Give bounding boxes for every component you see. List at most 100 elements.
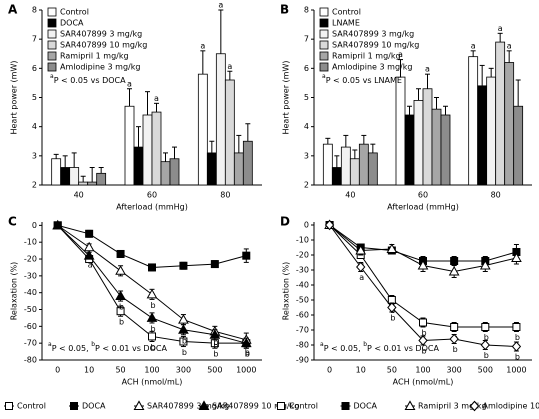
- bar: [124, 105, 135, 186]
- x-axis-label: Afterload (mmHg): [116, 203, 188, 212]
- x-tick-label: 0: [327, 366, 332, 375]
- marker: [417, 259, 429, 270]
- bar: [51, 158, 62, 186]
- panel-label: A: [8, 3, 18, 17]
- y-axis-label: Heart power (mW): [10, 60, 19, 134]
- note: aP < 0.05 vs DOCA: [50, 73, 126, 85]
- sig-label: a: [200, 41, 205, 50]
- bar: [87, 181, 98, 186]
- legend-marker: [70, 402, 78, 410]
- sig-label: a: [218, 1, 223, 10]
- legend-label: DOCA: [354, 402, 378, 411]
- marker: [449, 333, 459, 345]
- note-sup: a: [48, 341, 52, 348]
- bar: [142, 114, 153, 186]
- marker: [115, 265, 126, 275]
- sig-label: b: [213, 338, 218, 347]
- y-tick-label: 4: [32, 122, 37, 131]
- x-tick-label: 500: [478, 366, 493, 375]
- note-text: P < 0.01 vs DOCA: [95, 344, 167, 353]
- bar: [349, 158, 360, 186]
- marker: [387, 302, 397, 313]
- bar: [206, 152, 217, 186]
- y-tick-label: 8: [304, 6, 309, 15]
- sig-label: b: [119, 318, 124, 327]
- legend-swatch: [47, 29, 57, 39]
- marker: [209, 329, 221, 339]
- bar: [60, 167, 71, 186]
- y-tick-label: 5: [304, 93, 309, 102]
- note: aP < 0.05, bP < 0.01 vs DOCA: [48, 341, 167, 353]
- sig-label: b: [150, 301, 155, 310]
- x-tick-label: 10: [356, 366, 366, 375]
- sig-label: b: [150, 343, 155, 352]
- marker: [83, 241, 95, 252]
- sig-label: b: [245, 348, 250, 357]
- x-tick-label: 300: [176, 366, 191, 375]
- marker: [52, 219, 64, 230]
- legend-swatch: [47, 7, 57, 17]
- y-tick-label: 3: [32, 151, 37, 160]
- bar: [358, 143, 369, 186]
- sig-label: b: [213, 341, 218, 350]
- legend-label: Control: [17, 402, 46, 411]
- y-tick-label: 7: [32, 35, 37, 44]
- y-tick-label: -40: [24, 288, 37, 297]
- legend-marker: [5, 402, 13, 410]
- x-tick-label: 0: [55, 366, 60, 375]
- y-tick-label: -20: [24, 255, 37, 264]
- bar: [340, 146, 351, 186]
- y-tick-label: -90: [296, 356, 309, 365]
- panel-label: D: [280, 215, 290, 229]
- y-tick-label: 2: [32, 181, 37, 190]
- y-tick-label: -60: [296, 311, 309, 320]
- y-tick-label: -30: [296, 266, 309, 275]
- note-text: P < 0.05 vs LNAME: [326, 76, 402, 85]
- note: aP < 0.05, bP < 0.01 vs DOCA: [320, 341, 439, 353]
- legend-label: Amlodipine 3 mg/kg: [332, 63, 412, 72]
- marker: [116, 249, 125, 258]
- x-tick-label: 500: [207, 366, 222, 375]
- legend-swatch: [47, 18, 57, 28]
- legend-label: SAR407899 10 mg/kg: [60, 41, 147, 50]
- marker: [148, 332, 156, 341]
- sig-label: b: [515, 353, 520, 362]
- sig-label: a: [88, 261, 93, 270]
- legend-marker: [198, 400, 210, 410]
- sig-label: a: [425, 65, 430, 74]
- note-text: P < 0.05,: [52, 344, 92, 353]
- sig-label: b: [515, 333, 520, 342]
- x-axis-label: ACH (nmol/mL): [393, 378, 454, 387]
- legend-label: LNAME: [332, 19, 360, 28]
- y-tick-label: -10: [296, 236, 309, 245]
- sig-label: a: [471, 41, 476, 50]
- sig-label: a: [498, 24, 503, 33]
- legend-label: Ramipril 1 mg/kg: [60, 52, 129, 61]
- y-tick-label: -80: [24, 356, 37, 365]
- legend-marker: [277, 402, 285, 410]
- x-tick-label: 60: [147, 191, 157, 200]
- marker: [479, 259, 491, 270]
- bar: [151, 111, 162, 186]
- y-tick-label: 2: [304, 181, 309, 190]
- legend-label: Ramipril 1 mg/kg: [332, 52, 401, 61]
- bar: [233, 152, 244, 186]
- marker: [386, 243, 398, 253]
- bar: [133, 146, 144, 186]
- sig-label: b: [484, 351, 489, 360]
- marker: [511, 341, 522, 352]
- bar: [504, 62, 515, 186]
- sig-label: b: [245, 350, 250, 359]
- marker: [480, 339, 490, 351]
- bar: [486, 76, 497, 186]
- marker: [83, 250, 95, 260]
- legend-label: Ramipril 3 mg/kg: [418, 402, 487, 411]
- marker: [210, 260, 219, 269]
- bar: [78, 181, 89, 186]
- legend-label: DOCA: [60, 19, 84, 28]
- legend-swatch: [47, 40, 57, 50]
- sig-label: b: [245, 350, 250, 359]
- legend-label: SAR407899 3 mg/kg: [60, 30, 142, 39]
- bar: [513, 105, 524, 186]
- y-axis-label: Relaxation (%): [282, 262, 291, 321]
